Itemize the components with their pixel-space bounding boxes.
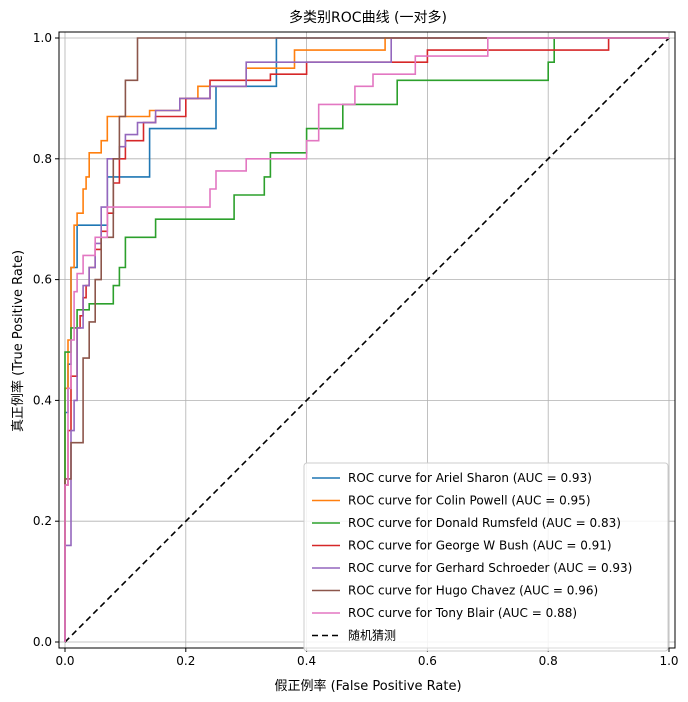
legend-label-1: ROC curve for Colin Powell (AUC = 0.95) — [348, 494, 591, 508]
legend-label-3: ROC curve for George W Bush (AUC = 0.91) — [348, 539, 612, 553]
series-line-6 — [64, 37, 669, 642]
x-tick-label: 0.8 — [539, 654, 558, 668]
y-axis-ticks: 0.0 0.2 0.4 0.6 0.8 1.0 — [33, 31, 59, 649]
y-tick-label: 0.0 — [33, 635, 52, 649]
x-tick-label: 0.0 — [55, 654, 74, 668]
series-line-5 — [64, 37, 669, 642]
y-axis-label: 真正例率 (True Positive Rate) — [10, 250, 26, 432]
legend: ROC curve for Ariel Sharon (AUC = 0.93) R… — [303, 462, 669, 652]
x-tick-label: 0.4 — [297, 654, 316, 668]
x-tick-label: 0.2 — [176, 654, 195, 668]
legend-box — [303, 462, 669, 652]
legend-label-4: ROC curve for Gerhard Schroeder (AUC = 0… — [348, 561, 632, 575]
series-layer — [64, 37, 669, 642]
y-tick-label: 0.6 — [33, 273, 52, 287]
y-tick-label: 0.2 — [33, 514, 52, 528]
diagonal-layer — [64, 37, 670, 643]
x-axis-ticks: 0.0 0.2 0.4 0.6 0.8 1.0 — [55, 648, 679, 668]
y-tick-label: 0.4 — [33, 393, 52, 407]
chart-title: 多类别ROC曲线 (一对多) — [289, 9, 447, 26]
legend-label-5: ROC curve for Hugo Chavez (AUC = 0.96) — [348, 584, 598, 598]
x-axis-label: 假正例率 (False Positive Rate) — [274, 678, 461, 694]
legend-label-6: ROC curve for Tony Blair (AUC = 0.88) — [348, 606, 577, 620]
x-tick-label: 0.6 — [418, 654, 437, 668]
x-tick-label: 1.0 — [659, 654, 678, 668]
legend-label-0: ROC curve for Ariel Sharon (AUC = 0.93) — [348, 471, 592, 485]
series-line-7 — [64, 37, 670, 643]
y-tick-label: 0.8 — [33, 152, 52, 166]
legend-label-2: ROC curve for Donald Rumsfeld (AUC = 0.8… — [348, 516, 621, 530]
y-tick-label: 1.0 — [33, 31, 52, 45]
legend-label-7: 随机猜测 — [348, 628, 396, 643]
